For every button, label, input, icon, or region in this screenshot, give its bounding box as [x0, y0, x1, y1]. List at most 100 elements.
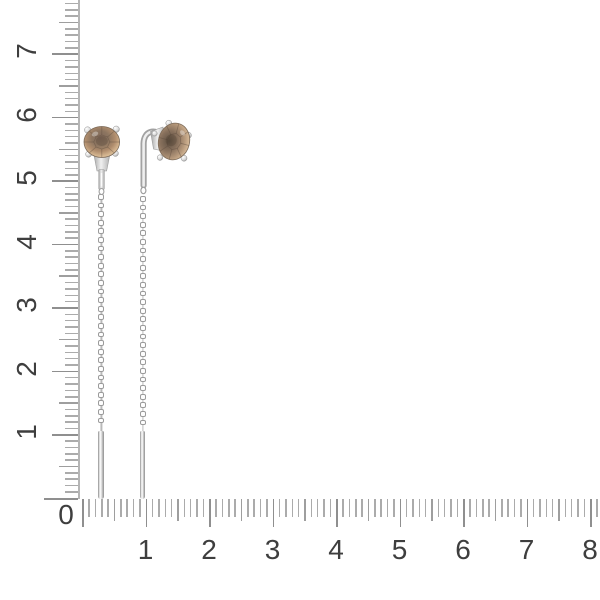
vertical-ruler-minor-tick — [65, 231, 78, 233]
vertical-ruler-minor-tick — [65, 396, 78, 398]
chain-link — [139, 247, 146, 254]
right-earring-gemstone — [157, 122, 191, 161]
horizontal-ruler-minor-tick — [316, 498, 319, 517]
horizontal-ruler-label-8: 8 — [582, 533, 598, 565]
horizontal-ruler-minor-tick — [247, 498, 249, 517]
vertical-ruler-minor-tick — [65, 161, 78, 163]
horizontal-ruler-label-3: 3 — [264, 533, 281, 565]
horizontal-ruler-minor-tick — [596, 498, 598, 517]
vertical-ruler-minor-tick — [65, 332, 78, 335]
horizontal-ruler-major-tick — [399, 498, 401, 527]
horizontal-ruler-minor-tick — [329, 498, 332, 517]
vertical-ruler-half-tick — [58, 465, 78, 468]
horizontal-ruler-minor-tick — [94, 498, 97, 517]
vertical-ruler-major-tick — [52, 53, 78, 55]
horizontal-ruler-minor-tick — [88, 498, 90, 517]
vertical-ruler-minor-tick — [65, 218, 78, 220]
horizontal-ruler-minor-tick — [259, 498, 262, 517]
vertical-ruler-minor-tick — [65, 453, 78, 455]
vertical-ruler-minor-tick — [65, 459, 78, 461]
left-gemstone-core-shadow — [95, 136, 108, 146]
chain-link — [139, 342, 146, 348]
vertical-ruler-minor-tick — [65, 357, 78, 360]
horizontal-ruler-minor-tick — [437, 498, 440, 517]
chain-link — [98, 297, 105, 303]
left-earring-threader-bar — [98, 431, 104, 499]
horizontal-ruler-minor-tick — [278, 498, 281, 517]
horizontal-ruler-label-6: 6 — [455, 533, 471, 565]
right-gemstone-facets — [158, 123, 190, 160]
vertical-ruler-minor-tick — [65, 186, 78, 189]
chain-link — [98, 348, 105, 355]
vertical-ruler-minor-tick — [65, 319, 78, 322]
chain-link — [139, 256, 146, 262]
horizontal-ruler-minor-tick — [120, 498, 122, 517]
vertical-ruler-minor-tick — [65, 446, 78, 449]
chain-link — [139, 376, 146, 383]
horizontal-ruler-half-tick — [494, 498, 497, 521]
vertical-ruler-half-tick — [58, 148, 78, 151]
horizontal-ruler-minor-tick — [196, 498, 198, 517]
chain-link — [98, 271, 105, 278]
horizontal-ruler-minor-tick — [456, 498, 459, 517]
vertical-ruler-minor-tick — [65, 142, 78, 144]
right-earring — [140, 119, 192, 195]
vertical-ruler-minor-tick — [65, 135, 78, 138]
chain-link — [98, 417, 105, 424]
chain-link — [98, 202, 105, 209]
vertical-ruler-half-tick — [58, 338, 78, 341]
horizontal-ruler-half-tick — [240, 498, 243, 521]
horizontal-ruler-minor-tick — [101, 498, 103, 517]
horizontal-ruler-minor-tick — [285, 498, 287, 517]
horizontal-ruler-half-tick — [113, 498, 116, 521]
left-gemstone-facets — [84, 126, 120, 158]
chain-link — [139, 333, 146, 340]
prong-ball — [151, 130, 158, 137]
vertical-ruler-minor-tick — [65, 326, 78, 328]
horizontal-ruler-minor-tick — [482, 498, 484, 517]
horizontal-ruler-major-tick — [272, 498, 274, 527]
horizontal-ruler-minor-tick — [380, 498, 382, 517]
vertical-ruler-major-tick — [52, 243, 78, 246]
horizontal-ruler-label-5: 5 — [391, 533, 408, 565]
horizontal-ruler-major-tick — [463, 498, 465, 527]
vertical-ruler-minor-tick — [65, 288, 78, 290]
right-earring-gemstone-group — [157, 122, 191, 161]
vertical-ruler-minor-tick — [65, 484, 78, 487]
vertical-ruler-major-tick — [52, 370, 78, 373]
horizontal-ruler-half-tick — [431, 498, 433, 521]
vertical-ruler-minor-tick — [65, 97, 78, 100]
vertical-ruler-half-tick — [58, 85, 78, 87]
chain-link — [139, 282, 146, 288]
horizontal-ruler-minor-tick — [158, 498, 160, 517]
vertical-ruler-minor-tick — [65, 472, 78, 474]
horizontal-ruler-minor-tick — [189, 498, 192, 517]
chain-link — [98, 254, 105, 260]
horizontal-ruler-minor-tick — [393, 498, 395, 517]
chain-link — [139, 316, 146, 323]
vertical-ruler-minor-tick — [65, 421, 78, 423]
chain-link — [139, 221, 146, 228]
horizontal-ruler-half-tick — [177, 498, 179, 521]
vertical-ruler-minor-tick — [65, 104, 78, 106]
horizontal-ruler-major-tick — [82, 498, 84, 527]
horizontal-ruler-minor-tick — [253, 498, 255, 517]
horizontal-ruler-minor-tick — [297, 498, 300, 517]
vertical-ruler-major-tick — [52, 180, 78, 182]
horizontal-ruler-half-tick — [367, 498, 370, 521]
horizontal-ruler-minor-tick — [221, 498, 224, 517]
vertical-ruler-minor-tick — [65, 237, 78, 239]
vertical-ruler-minor-tick — [65, 129, 78, 132]
vertical-ruler-minor-tick — [65, 224, 78, 227]
horizontal-ruler-minor-tick — [520, 498, 522, 517]
chain-link — [98, 288, 105, 295]
horizontal-ruler-label-4: 4 — [328, 533, 344, 565]
horizontal-ruler-minor-tick — [424, 498, 427, 517]
horizontal-ruler-minor-tick — [107, 498, 109, 517]
horizontal-ruler-label-1: 1 — [137, 533, 154, 565]
vertical-ruler-minor-tick — [65, 345, 78, 347]
horizontal-ruler-minor-tick — [412, 498, 414, 517]
vertical-ruler-minor-tick — [65, 78, 78, 81]
vertical-ruler-minor-tick — [65, 478, 78, 480]
